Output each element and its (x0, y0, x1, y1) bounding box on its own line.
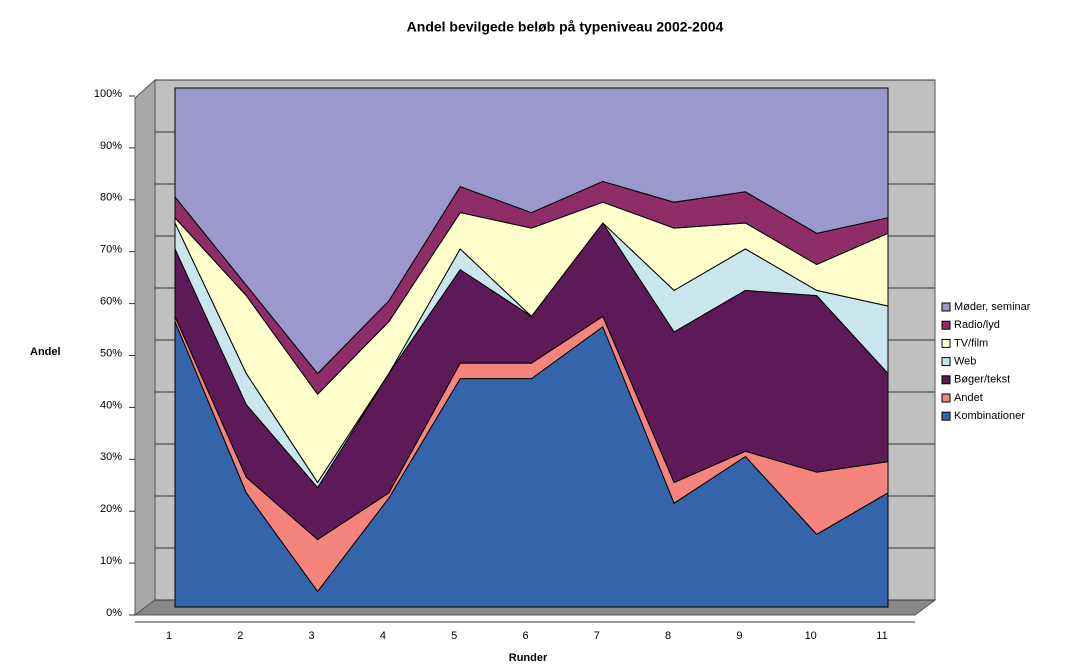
x-tick-label: 9 (736, 630, 742, 642)
legend-swatch (941, 338, 951, 348)
legend-label: Andet (954, 392, 983, 404)
y-tick-label: 60% (100, 296, 122, 308)
chart-title: Andel bevilgede beløb på typeniveau 2002… (407, 19, 724, 35)
legend-label: Kombinationer (954, 410, 1025, 422)
side-wall (134, 78, 156, 616)
x-tick-label: 1 (166, 630, 172, 642)
x-tick-label: 11 (876, 630, 887, 642)
legend-swatch (941, 411, 951, 421)
y-tick-label: 0% (106, 607, 122, 619)
x-axis-label: Runder (509, 652, 548, 664)
legend-label: Web (954, 356, 976, 368)
y-tick-label: 50% (100, 347, 122, 359)
legend-swatch (941, 302, 951, 312)
x-tick-label: 8 (665, 630, 671, 642)
legend-swatch (941, 375, 951, 385)
x-tick-label: 10 (805, 630, 817, 642)
legend-swatch (941, 357, 951, 367)
x-tick-label: 7 (594, 630, 600, 642)
y-axis-label: Andel (30, 346, 61, 358)
legend-label: Radio/lyd (954, 319, 1000, 331)
y-tick-label: 30% (100, 451, 122, 463)
y-tick-label: 10% (100, 555, 122, 567)
legend-label: TV/film (954, 337, 988, 349)
x-tick-label: 6 (522, 630, 528, 642)
x-tick-label: 2 (237, 630, 243, 642)
x-tick-label: 5 (451, 630, 457, 642)
y-tick-label: 40% (100, 399, 122, 411)
y-tick-label: 80% (100, 192, 122, 204)
y-tick-label: 20% (100, 503, 122, 515)
legend-label: Møder, seminar (954, 301, 1031, 313)
legend-swatch (941, 393, 951, 403)
x-tick-label: 4 (380, 630, 386, 642)
legend-label: Bøger/tekst (954, 374, 1010, 386)
legend-swatch (941, 320, 951, 330)
y-tick-label: 100% (94, 88, 122, 100)
area (174, 87, 889, 375)
y-tick-label: 90% (100, 140, 122, 152)
x-tick-label: 3 (309, 630, 315, 642)
y-tick-label: 70% (100, 244, 122, 256)
